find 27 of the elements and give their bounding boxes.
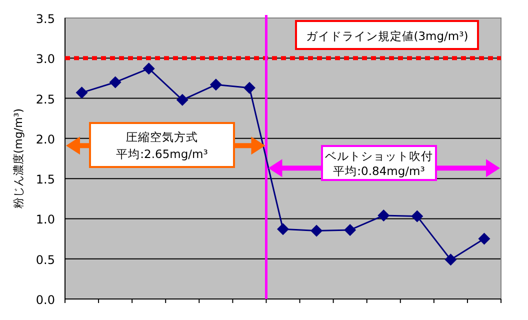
y-tick-label: 0.0	[36, 293, 55, 307]
point	[176, 94, 188, 106]
point	[444, 254, 457, 266]
point	[210, 78, 222, 91]
point	[243, 82, 256, 94]
point	[277, 223, 289, 236]
point	[378, 210, 390, 222]
y-tick-label: 1.0	[36, 212, 55, 227]
annotation: 平均:0.84mg/m³	[333, 164, 426, 178]
point	[76, 86, 88, 99]
y-tick-label: 3.0	[36, 52, 55, 66]
y-tick-label: 3.5	[36, 12, 55, 26]
point	[109, 76, 122, 88]
point	[478, 232, 490, 245]
y-tick-label: 1.5	[36, 172, 55, 187]
point	[344, 224, 356, 236]
annotation: 圧縮空気方式	[126, 130, 198, 144]
point	[310, 224, 323, 237]
y-axis-title: 粉じん濃度(mg/m³)	[12, 108, 25, 209]
point	[142, 62, 155, 75]
y-tick-label: 2.0	[36, 132, 55, 146]
annotation: 平均:2.65mg/m³	[116, 147, 208, 161]
y-tick-label: 0.5	[36, 252, 55, 267]
annotation: ガイドライン規定値(3mg/m³)	[306, 29, 468, 43]
y-tick-label: 2.5	[36, 92, 55, 106]
point	[411, 210, 424, 222]
annotation: ベルトショット吹付	[325, 149, 433, 163]
